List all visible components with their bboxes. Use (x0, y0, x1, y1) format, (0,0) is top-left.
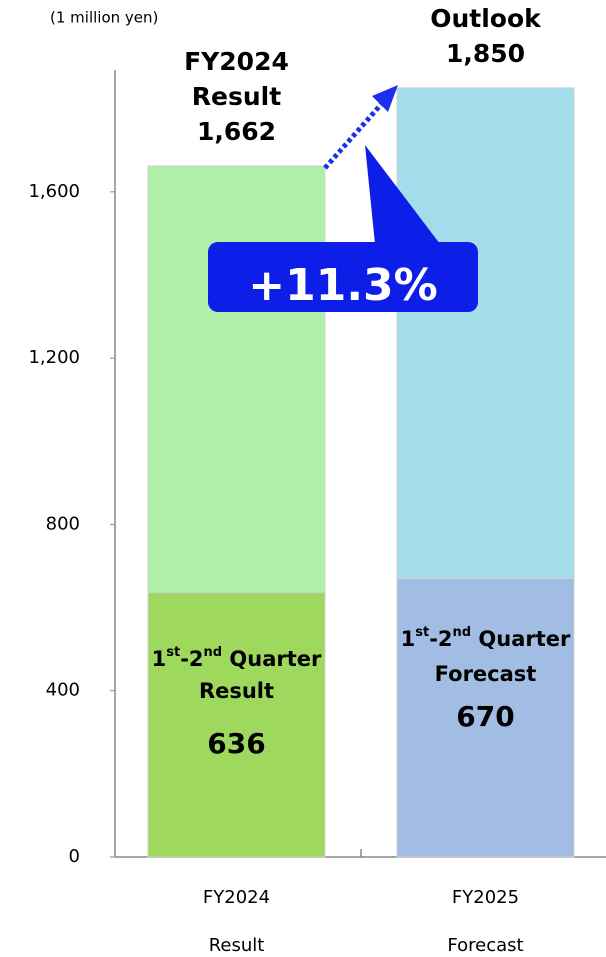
segment-value-label: 670 (456, 700, 514, 733)
segment-value-label: 636 (207, 727, 265, 760)
growth-label: +11.3% (248, 260, 438, 311)
y-tick-label: 1,200 (28, 347, 80, 368)
total-title: Outlook (430, 4, 542, 33)
y-tick-label: 1,600 (28, 181, 80, 202)
unit-label: (1 million yen) (50, 9, 158, 27)
callout-pointer (365, 145, 440, 244)
x-tick-label: FY2025 (452, 887, 519, 908)
segment-label: 1st-2nd Quarter (401, 625, 571, 652)
total-label: 1,850 (446, 39, 525, 68)
segment-sublabel: Result (199, 679, 274, 703)
total-title: FY2024 (184, 47, 289, 76)
y-tick-label: 0 (69, 846, 80, 867)
bar-segment (147, 592, 326, 858)
segment-label: 1st-2nd Quarter (152, 645, 322, 672)
segment-sublabel: Forecast (435, 662, 537, 686)
bar-segment (396, 577, 575, 858)
growth-arrow-head (372, 85, 398, 112)
total-title: Result (192, 82, 281, 111)
y-tick-label: 400 (46, 680, 80, 701)
y-tick-label: 800 (46, 513, 80, 534)
x-tick-sublabel: Result (209, 935, 265, 956)
growth-arrow (323, 98, 387, 170)
bar-segment (147, 165, 326, 594)
x-tick-sublabel: Forecast (447, 935, 523, 956)
x-tick-label: FY2024 (203, 887, 270, 908)
bar-segment (396, 87, 575, 579)
total-label: 1,662 (197, 117, 276, 146)
callout-box (208, 242, 478, 312)
